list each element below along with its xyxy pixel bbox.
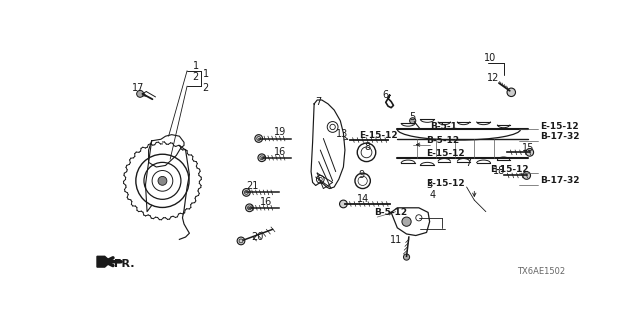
Text: 8: 8 xyxy=(364,142,371,152)
Text: 5: 5 xyxy=(410,112,416,122)
Text: 18: 18 xyxy=(493,166,505,176)
Text: 7: 7 xyxy=(315,97,321,107)
Text: 15: 15 xyxy=(522,143,534,153)
Text: 20: 20 xyxy=(251,232,263,242)
Text: B-5-12: B-5-12 xyxy=(374,208,407,217)
Circle shape xyxy=(258,154,266,162)
Text: 16: 16 xyxy=(260,196,273,207)
Text: E-15-12: E-15-12 xyxy=(427,149,465,158)
Text: 1: 1 xyxy=(202,69,209,79)
Text: B-17-32: B-17-32 xyxy=(540,176,579,185)
Text: 11: 11 xyxy=(390,235,402,245)
Text: E-15-12: E-15-12 xyxy=(490,165,529,174)
Text: 6: 6 xyxy=(382,90,388,100)
Circle shape xyxy=(158,176,167,185)
Text: 16: 16 xyxy=(274,147,286,157)
Text: 17: 17 xyxy=(132,83,145,93)
Circle shape xyxy=(237,237,245,245)
Text: 10: 10 xyxy=(484,53,496,63)
Text: 4: 4 xyxy=(429,190,436,200)
Text: B-5-12: B-5-12 xyxy=(427,136,460,145)
Text: 1: 1 xyxy=(193,61,198,71)
Text: TX6AE1502: TX6AE1502 xyxy=(517,267,565,276)
Circle shape xyxy=(402,217,411,226)
Text: 2: 2 xyxy=(202,83,209,93)
Circle shape xyxy=(246,204,253,212)
Circle shape xyxy=(410,118,416,124)
Circle shape xyxy=(526,148,534,156)
Text: B-17-32: B-17-32 xyxy=(540,132,579,141)
Text: 12: 12 xyxy=(488,73,500,84)
Circle shape xyxy=(243,188,250,196)
Circle shape xyxy=(137,90,143,97)
Text: 13: 13 xyxy=(336,129,348,139)
Text: 19: 19 xyxy=(274,127,286,137)
Text: 14: 14 xyxy=(356,194,369,204)
Polygon shape xyxy=(97,256,111,267)
Text: 21: 21 xyxy=(246,181,259,191)
Text: 9: 9 xyxy=(358,171,364,180)
Text: E-15-12: E-15-12 xyxy=(540,122,579,131)
Circle shape xyxy=(403,254,410,260)
Text: FR.: FR. xyxy=(114,259,134,268)
Text: B-5-1: B-5-1 xyxy=(429,123,456,132)
Text: E-15-12: E-15-12 xyxy=(427,179,465,188)
Text: E-15-12: E-15-12 xyxy=(359,131,397,140)
Circle shape xyxy=(340,200,348,208)
Text: 7: 7 xyxy=(465,158,471,168)
Circle shape xyxy=(523,172,531,179)
Circle shape xyxy=(255,135,262,142)
Circle shape xyxy=(507,88,515,97)
Text: 2: 2 xyxy=(193,72,198,82)
Text: 3: 3 xyxy=(427,180,433,190)
